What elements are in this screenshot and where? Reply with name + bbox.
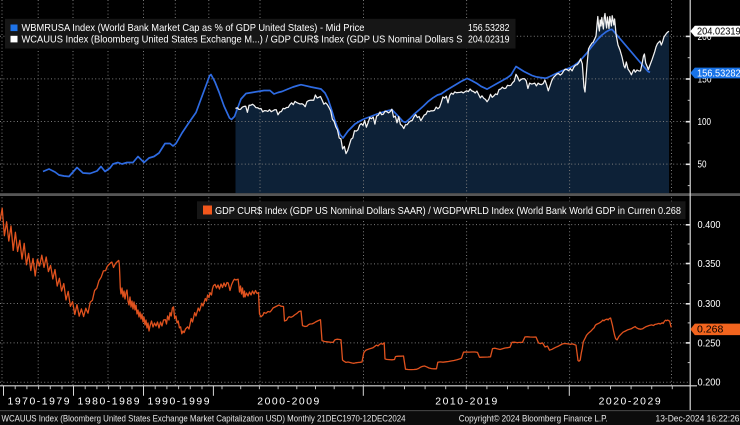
svg-text:0.400: 0.400	[698, 220, 721, 231]
svg-text:1990-1999: 1990-1999	[148, 396, 210, 407]
svg-text:156.53282: 156.53282	[697, 68, 740, 79]
svg-text:WBMRUSA Index (World Bank Mark: WBMRUSA Index (World Bank Market Cap as …	[22, 23, 365, 34]
svg-text:2020-2029: 2020-2029	[599, 396, 661, 407]
svg-text:150: 150	[698, 74, 712, 85]
svg-text:WCAUUS Index (Bloomberg United: WCAUUS Index (Bloomberg United States Ex…	[2, 413, 406, 423]
svg-text:204.02319: 204.02319	[468, 35, 510, 46]
svg-text:WCAUUS Index (Bloomberg United: WCAUUS Index (Bloomberg United States Ex…	[22, 35, 463, 46]
svg-text:1970-1979: 1970-1979	[8, 396, 70, 407]
svg-text:100: 100	[698, 117, 712, 128]
svg-text:GDP CUR$ Index (GDP US Nominal: GDP CUR$ Index (GDP US Nominal Dollars S…	[215, 206, 681, 217]
svg-text:0.300: 0.300	[698, 299, 721, 310]
svg-text:13-Dec-2024 16:22:26: 13-Dec-2024 16:22:26	[656, 413, 740, 423]
svg-text:Copyright© 2024 Bloomberg Fina: Copyright© 2024 Bloomberg Finance L.P.	[459, 413, 608, 423]
svg-text:50: 50	[698, 160, 707, 171]
svg-text:204.02319: 204.02319	[697, 27, 740, 38]
svg-text:0.200: 0.200	[698, 378, 721, 389]
svg-text:0.250: 0.250	[698, 338, 721, 349]
svg-text:0.350: 0.350	[698, 259, 721, 270]
svg-text:2010-2019: 2010-2019	[435, 396, 497, 407]
svg-text:0.268: 0.268	[697, 325, 724, 336]
svg-text:200: 200	[698, 32, 712, 43]
svg-text:2000-2009: 2000-2009	[257, 396, 319, 407]
svg-text:156.53282: 156.53282	[468, 23, 510, 34]
svg-text:1980-1989: 1980-1989	[78, 396, 140, 407]
